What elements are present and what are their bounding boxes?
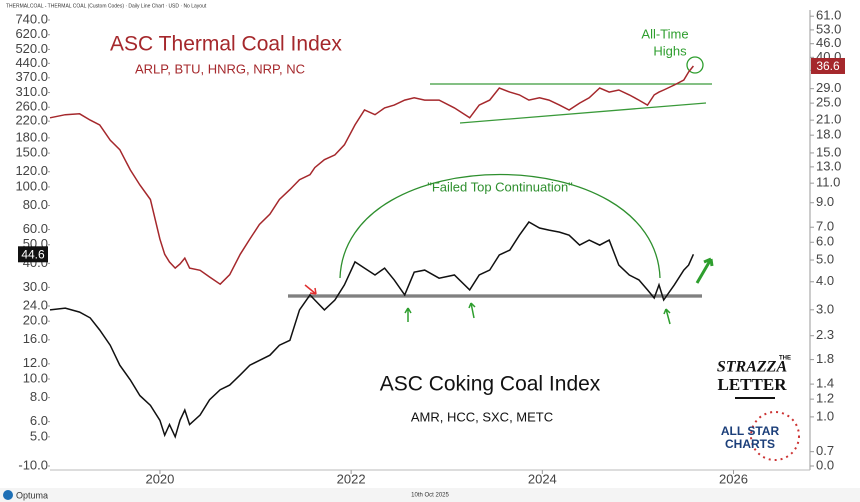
- series-title: ASC Coking Coal Index: [380, 373, 601, 396]
- y-tick-label: 100.0: [15, 178, 48, 193]
- logo-text: STRAZZA: [717, 359, 788, 376]
- x-tick-label: 2024: [528, 471, 557, 486]
- y-tick-label: 150.0: [15, 145, 48, 160]
- x-tick-label: 2020: [145, 471, 174, 486]
- y2-tick-label: 1.4: [816, 376, 834, 391]
- y2-tick-label: 53.0: [816, 21, 841, 36]
- y2-tick-label: 18.0: [816, 127, 841, 142]
- y-tick-label: 440.0: [15, 55, 48, 70]
- logo-ring: [750, 411, 800, 461]
- arrow: [468, 302, 476, 319]
- logo-allstar: ALL STAR CHARTS: [721, 411, 800, 461]
- series-line: [49, 221, 695, 439]
- y2-tick-label: 15.0: [816, 144, 841, 159]
- y2-tick-label: 7.0: [816, 219, 834, 234]
- y-tick-label: -10.0: [18, 457, 48, 472]
- series-title: ASC Thermal Coal Index: [110, 33, 342, 56]
- y2-tick-label: 61.0: [816, 8, 841, 23]
- annotation: All-Time: [641, 26, 688, 41]
- logo-text: THE: [779, 356, 791, 362]
- arrow: [304, 284, 317, 295]
- y2-tick-label: 1.8: [816, 351, 834, 366]
- y-tick-label: 370.0: [15, 69, 48, 84]
- y2-tick-label: 2.3: [816, 327, 834, 342]
- arrow: [695, 257, 714, 284]
- y-tick-label: 120.0: [15, 163, 48, 178]
- y-tick-label: 6.0: [30, 413, 48, 428]
- y-tick-label: 20.0: [23, 313, 48, 328]
- footer-bar: [0, 488, 860, 502]
- series-subtitle: AMR, HCC, SXC, METC: [411, 409, 553, 424]
- highlight-circle: [686, 56, 704, 74]
- logo-strazza: THE STRAZZA LETTER: [717, 356, 791, 399]
- header: THERMALCOAL - THERMAL COAL (Custom Codes…: [6, 3, 207, 9]
- last-value-label: 36.6: [816, 59, 840, 73]
- logo-text: LETTER: [718, 375, 788, 394]
- y-tick-label: 30.0: [23, 279, 48, 294]
- y-tick-label: 620.0: [15, 26, 48, 41]
- y-tick-label: 740.0: [15, 11, 48, 26]
- y2-tick-label: 29.0: [816, 80, 841, 95]
- y-tick-label: 310.0: [15, 84, 48, 99]
- y-tick-label: 80.0: [23, 197, 48, 212]
- annotation: "Failed Top Continuation": [427, 179, 573, 194]
- y2-tick-label: 5.0: [816, 251, 834, 266]
- y2-tick-label: 1.0: [816, 408, 834, 423]
- y-tick-label: 12.0: [23, 355, 48, 370]
- last-value-box: [811, 57, 845, 74]
- series-subtitle: ARLP, BTU, HNRG, NRP, NC: [135, 61, 305, 76]
- y2-tick-label: 13.0: [816, 158, 841, 173]
- y2-tick-label: 0.0: [816, 457, 834, 472]
- arc: [339, 174, 661, 279]
- footer-icon: [3, 490, 13, 500]
- decorations: [288, 56, 714, 325]
- y2-tick-label: 6.0: [816, 234, 834, 249]
- y2-tick-label: 4.0: [816, 273, 834, 288]
- last-value-label: 44.6: [21, 247, 45, 261]
- y-tick-label: 8.0: [30, 389, 48, 404]
- footer-brand: Optuma: [16, 490, 48, 500]
- x-tick-label: 2026: [719, 471, 748, 486]
- y2-tick-label: 46.0: [816, 35, 841, 50]
- y-tick-label: 520.0: [15, 41, 48, 56]
- trend-line: [459, 102, 707, 124]
- series-line: [49, 65, 694, 286]
- y2-tick-label: 11.0: [816, 175, 840, 190]
- y2-tick-label: 25.0: [816, 95, 841, 110]
- y-tick-label: 24.0: [23, 297, 48, 312]
- footer-date: 10th Oct 2025: [411, 493, 449, 499]
- y-tick-label: 260.0: [15, 99, 48, 114]
- y-tick-label: 16.0: [23, 331, 48, 346]
- x-tick-label: 2022: [337, 471, 366, 486]
- logo-text: CHARTS: [725, 437, 775, 451]
- last-value-box: [18, 246, 48, 263]
- y-tick-label: 180.0: [15, 129, 48, 144]
- y-tick-label: 10.0: [23, 370, 48, 385]
- y2-tick-label: 1.2: [816, 391, 834, 406]
- y2-tick-label: 21.0: [816, 112, 841, 127]
- arrow: [663, 308, 671, 325]
- logo-text: ALL STAR: [721, 424, 780, 438]
- annotation: Highs: [653, 43, 687, 58]
- y2-tick-label: 0.7: [816, 443, 834, 458]
- y-tick-label: 5.0: [30, 428, 48, 443]
- arrow: [404, 307, 412, 322]
- y2-tick-label: 3.0: [816, 301, 834, 316]
- y-tick-label: 220.0: [15, 113, 48, 128]
- y-tick-label: 60.0: [23, 221, 48, 236]
- y2-tick-label: 9.0: [816, 194, 834, 209]
